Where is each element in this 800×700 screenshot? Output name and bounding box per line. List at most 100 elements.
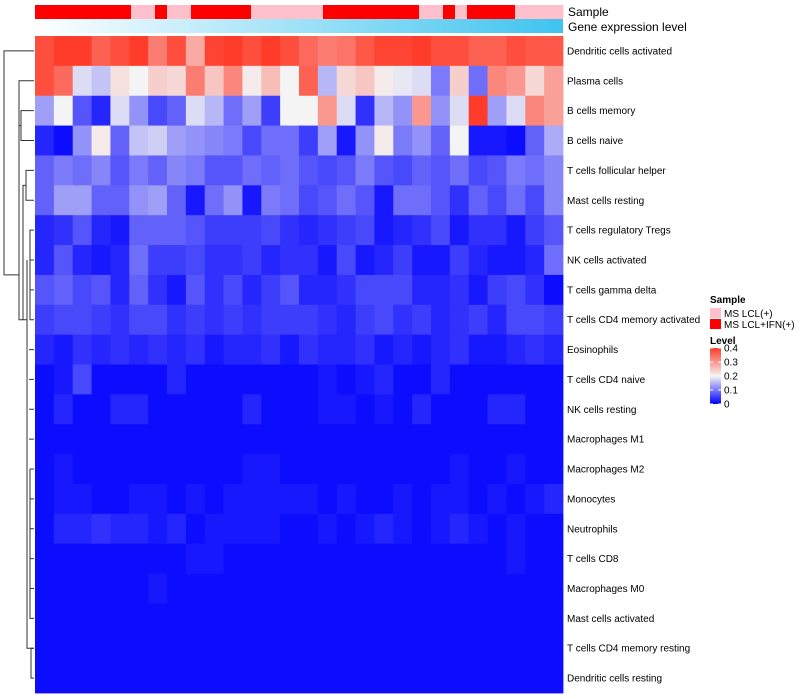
heatmap-cell — [336, 125, 356, 156]
heatmap-cell — [110, 394, 130, 425]
heatmap-cell — [110, 125, 130, 156]
heatmap-cell — [355, 334, 375, 365]
sample-annotation-cell — [539, 5, 552, 19]
heatmap-cell — [506, 543, 526, 574]
heatmap-cell — [35, 245, 55, 276]
heatmap-cell — [374, 633, 394, 664]
heatmap-cell — [412, 245, 432, 276]
heatmap-cell — [53, 125, 74, 156]
heatmap-cell — [525, 95, 545, 126]
heatmap-cell — [204, 36, 224, 67]
heatmap-cell — [261, 394, 281, 425]
heatmap-cell — [412, 573, 432, 604]
heatmap-cell — [242, 155, 262, 186]
heatmap-cell — [431, 65, 451, 97]
heatmap-cell — [299, 36, 319, 67]
heatmap-cell — [167, 274, 187, 306]
heatmap-cell — [393, 155, 413, 186]
heatmap-cell — [280, 304, 300, 336]
heatmap-cell — [412, 543, 432, 574]
heatmap-cell — [148, 125, 168, 156]
heatmap-cell — [336, 155, 356, 186]
heatmap-cell — [280, 424, 300, 455]
heatmap-cell — [35, 155, 55, 186]
heatmap-cell — [544, 543, 564, 574]
heatmap-cell — [374, 155, 394, 186]
heatmap-cell — [355, 185, 375, 216]
heatmap-cell — [506, 483, 526, 515]
dendrogram-branch — [18, 125, 23, 321]
heatmap-cell — [280, 185, 300, 216]
heatmap-cell — [355, 454, 375, 485]
heatmap-cell — [431, 364, 451, 395]
heatmap-cell — [185, 603, 206, 634]
heatmap-cell — [544, 633, 564, 664]
heatmap-cell — [167, 633, 187, 664]
heatmap-cell — [299, 155, 319, 186]
heatmap-cell — [53, 573, 74, 604]
heatmap-cell — [204, 424, 224, 455]
heatmap-cell — [91, 245, 111, 276]
heatmap-cell — [431, 155, 451, 186]
heatmap-cell — [129, 304, 149, 336]
heatmap-cell — [110, 185, 130, 216]
heatmap-cell — [261, 245, 281, 276]
heatmap-cell — [299, 95, 319, 126]
heatmap-cell — [72, 65, 92, 97]
heatmap-cell — [506, 573, 526, 604]
row-label: T cells regulatory Tregs — [567, 226, 671, 237]
sample-annotation-cell — [479, 5, 492, 19]
heatmap-cell — [204, 483, 224, 515]
heatmap-cell — [280, 215, 300, 246]
heatmap-cell — [374, 304, 394, 336]
heatmap-cell — [204, 215, 224, 246]
heatmap-cell — [261, 483, 281, 515]
heatmap-cell — [148, 543, 168, 574]
heatmap-cell — [53, 65, 74, 97]
heatmap-cell — [544, 215, 564, 246]
heatmap-cell — [468, 603, 488, 634]
heatmap-cell — [223, 185, 243, 216]
sample-annotation-cell — [311, 5, 324, 19]
heatmap-cell — [487, 95, 507, 126]
heatmap-cell — [355, 274, 375, 306]
heatmap-cell — [204, 65, 224, 97]
heatmap-cell — [506, 215, 526, 246]
heatmap-cell — [431, 603, 451, 634]
heatmap-cell — [110, 215, 130, 246]
heatmap-cell — [449, 304, 470, 336]
heatmap-cell — [431, 245, 451, 276]
heatmap-cell — [91, 95, 111, 126]
dendrogram-branch — [30, 259, 34, 291]
heatmap-cell — [336, 334, 356, 365]
heatmap-cell — [35, 274, 55, 306]
heatmap-cell — [280, 334, 300, 365]
sample-annotation-cell — [551, 5, 564, 19]
heatmap-cell — [223, 215, 243, 246]
heatmap-cell — [280, 364, 300, 395]
heatmap-cell — [129, 185, 149, 216]
row-label: Dendritic cells activated — [567, 46, 672, 57]
heatmap-cell — [53, 633, 74, 664]
heatmap-cell — [355, 304, 375, 336]
heatmap-cell — [468, 36, 488, 67]
heatmap-cell — [72, 483, 92, 515]
heatmap-cell — [148, 633, 168, 664]
heatmap-cell — [299, 573, 319, 604]
heatmap-cell — [525, 65, 545, 97]
heatmap-cell — [185, 185, 206, 216]
heatmap-cell — [431, 304, 451, 336]
heatmap-cell — [185, 364, 206, 395]
heatmap-cell — [280, 155, 300, 186]
heatmap-cell — [374, 185, 394, 216]
heatmap-cell — [129, 334, 149, 365]
heatmap-cell — [280, 513, 300, 545]
heatmap-cell — [299, 334, 319, 365]
heatmap-cell — [336, 245, 356, 276]
heatmap-cell — [148, 424, 168, 455]
heatmap-cell — [449, 125, 470, 156]
row-label: Macrophages M1 — [567, 435, 645, 446]
dendrogram-branch — [30, 468, 34, 560]
sample-annotation-cell — [215, 5, 228, 19]
heatmap-cell — [72, 454, 92, 485]
